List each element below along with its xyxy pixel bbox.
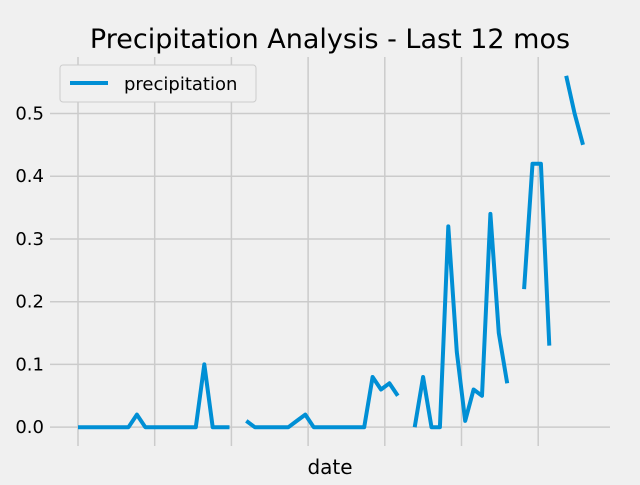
precipitation-line-segment-0 (78, 362, 230, 430)
y-tick-label: 0.1 (15, 354, 44, 375)
precipitation-line-segment-3 (522, 161, 552, 346)
precipitation-line-segment-2 (412, 211, 510, 430)
y-tick-label: 0.3 (15, 229, 44, 250)
legend: precipitation (59, 64, 257, 103)
y-tick-label: 0.2 (15, 292, 44, 313)
series-lines (78, 75, 585, 430)
legend-box (59, 64, 257, 103)
y-tick-label: 0.0 (15, 417, 44, 438)
y-tick-labels: 0.0 0.1 0.2 0.3 0.4 0.5 (15, 103, 44, 438)
chart-title: Precipitation Analysis - Last 12 mos (90, 24, 570, 55)
x-axis-label: date (307, 455, 352, 479)
legend-label-precipitation: precipitation (124, 74, 237, 95)
precipitation-line-segment-1 (245, 375, 400, 430)
y-tick-label: 0.5 (15, 103, 44, 124)
precipitation-line-segment-4 (564, 75, 585, 146)
y-tick-label: 0.4 (15, 166, 44, 187)
grid-lines (50, 57, 610, 446)
